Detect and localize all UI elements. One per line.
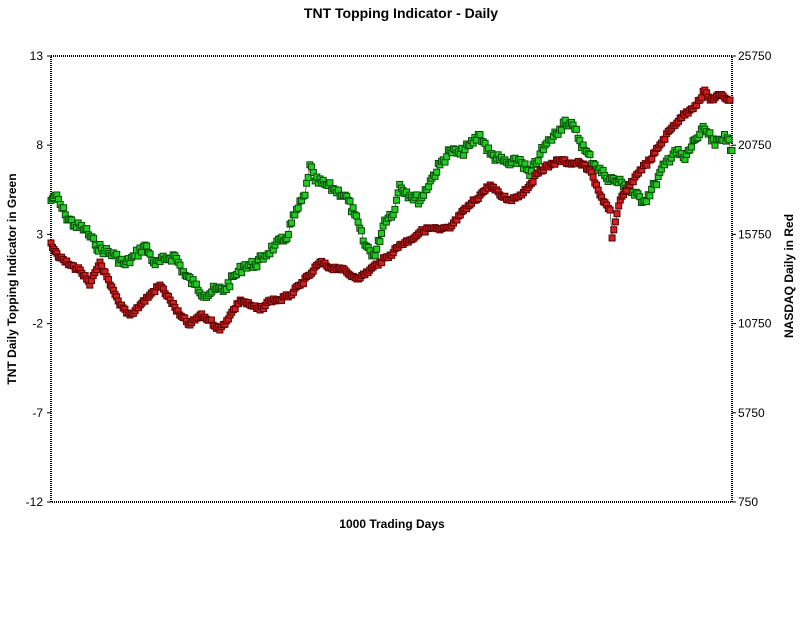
tnt-marker [558, 126, 565, 134]
tnt-marker [226, 283, 234, 291]
tnt-marker [294, 204, 302, 212]
tnt-data-point [476, 131, 484, 138]
tnt-marker [288, 219, 296, 227]
tnt-marker [572, 125, 580, 133]
tnt-marker [60, 204, 68, 212]
y-tick-label-right: 10750 [738, 317, 772, 331]
tnt-marker [192, 280, 200, 288]
tnt-marker [346, 197, 354, 205]
tnt-marker [303, 179, 311, 187]
tnt-marker [146, 250, 154, 258]
nasdaq-data-point [608, 234, 616, 242]
plot-frame [50, 55, 733, 503]
tnt-marker [725, 136, 733, 144]
y-tick-label-left: -7 [32, 406, 43, 420]
y-tick-label-right: 15750 [738, 227, 772, 241]
tnt-marker [304, 174, 312, 181]
tnt-data-point [391, 205, 399, 213]
y-axis-label-left: TNT Daily Topping Indicator in Green [5, 173, 19, 384]
tnt-marker [643, 198, 650, 206]
tnt-marker [706, 129, 714, 137]
tnt-marker [176, 261, 184, 269]
tnt-marker [433, 168, 441, 176]
tnt-data-point [371, 252, 379, 260]
nasdaq-marker [589, 173, 597, 181]
nasdaq-marker [610, 226, 618, 234]
tnt-marker [373, 245, 381, 253]
tnt-marker [253, 263, 261, 271]
nasdaq-data-point [726, 96, 734, 104]
tnt-marker [238, 269, 246, 277]
tnt-marker [143, 242, 151, 250]
y-tick-label-left: -2 [32, 317, 43, 331]
tnt-marker [393, 196, 400, 204]
y-tick-label-right: 25750 [738, 49, 772, 63]
tnt-marker [358, 227, 365, 235]
x-axis-label: 1000 Trading Days [339, 517, 445, 531]
nasdaq-marker [529, 178, 537, 186]
tnt-marker [376, 238, 384, 246]
y-tick-label-right: 750 [738, 495, 758, 509]
nasdaq-marker [613, 210, 621, 218]
y-tick-label-left: 8 [36, 138, 43, 152]
chart-title: TNT Topping Indicator - Daily [304, 5, 498, 21]
tnt-data-point [728, 147, 736, 155]
tnt-marker [378, 230, 385, 237]
tnt-marker [534, 157, 542, 165]
tnt-data-point [301, 191, 309, 199]
tnt-marker [284, 231, 292, 238]
tnt-marker [586, 151, 594, 159]
nasdaq-data-point [606, 206, 614, 214]
nasdaq-marker [615, 202, 623, 210]
tnt-marker [646, 192, 654, 200]
tnt-marker [352, 212, 360, 220]
axes [50, 55, 733, 503]
y-axis-label-right: NASDAQ Daily in Red [782, 214, 796, 338]
tnt-marker [653, 181, 661, 189]
y-tick-label-left: -12 [26, 495, 44, 509]
tnt-marker [326, 179, 334, 187]
tnt-marker [90, 234, 98, 242]
y-tick-label-right: 20750 [738, 138, 772, 152]
y-tick-label-right: 5750 [738, 406, 765, 420]
y-tick-label-left: 13 [30, 49, 44, 63]
tnt-marker [354, 218, 362, 226]
tnt-marker [687, 143, 695, 151]
tnt-marker [425, 183, 433, 191]
tnt-marker [83, 225, 91, 233]
y-tick-label-left: 3 [36, 227, 43, 241]
nasdaq-marker [611, 218, 619, 226]
tnt-marker [349, 204, 357, 212]
